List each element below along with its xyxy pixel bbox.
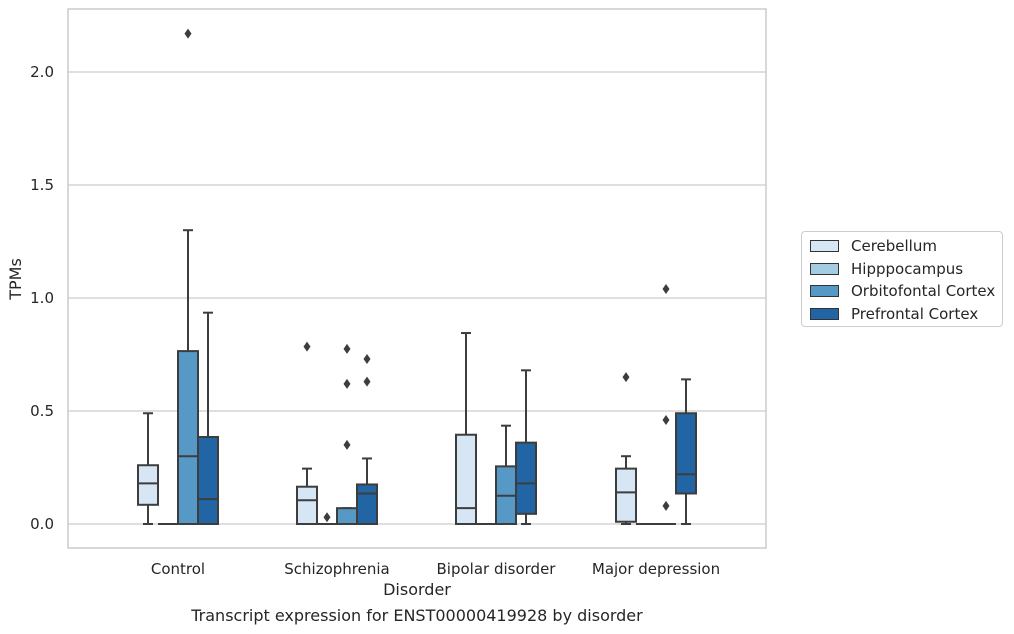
- y-tick-label: 1.0: [30, 289, 54, 307]
- outlier-point: [303, 341, 311, 352]
- outlier-point: [662, 283, 670, 294]
- box: [137, 464, 159, 506]
- box: [336, 507, 358, 525]
- legend-swatch: [810, 307, 839, 320]
- legend-swatch: [810, 240, 839, 253]
- outlier-point: [363, 354, 371, 365]
- legend-item: Cerebellum: [810, 235, 1002, 258]
- outlier-point: [662, 500, 670, 511]
- y-tick-label: 2.0: [30, 63, 54, 81]
- x-tick-label: Major depression: [592, 560, 720, 578]
- x-axis-label: Disorder: [383, 580, 451, 599]
- outlier-point: [662, 415, 670, 426]
- legend-label: Prefrontal Cortex: [851, 304, 979, 323]
- box: [296, 485, 318, 525]
- y-axis-label: TPMs: [6, 258, 25, 301]
- x-tick-label: Bipolar disorder: [437, 560, 557, 578]
- outlier-point: [622, 372, 630, 383]
- box: [455, 433, 477, 526]
- box: [197, 435, 219, 525]
- x-tick-label: Schizophrenia: [284, 560, 389, 578]
- y-tick-label: 1.5: [30, 176, 54, 194]
- outlier-point: [343, 343, 351, 354]
- legend-swatch: [810, 262, 839, 275]
- legend-item: Orbitofontal Cortex: [810, 280, 1002, 303]
- legend-item: Prefrontal Cortex: [810, 303, 1002, 326]
- legend-label: Hipppocampus: [851, 259, 964, 278]
- legend-swatch: [810, 285, 839, 298]
- outlier-point: [343, 378, 351, 389]
- outlier-point: [343, 439, 351, 450]
- box: [515, 441, 537, 515]
- chart-legend: Cerebellum Hipppocampus Orbitofontal Corte…: [801, 231, 1003, 327]
- box: [356, 483, 378, 526]
- outlier-point: [323, 512, 331, 523]
- legend-label: Orbitofontal Cortex: [851, 282, 996, 301]
- legend-item: Hipppocampus: [810, 258, 1002, 281]
- plot-area-frame: [67, 8, 767, 549]
- box: [177, 350, 199, 525]
- legend-label: Cerebellum: [851, 237, 937, 256]
- figure-caption: Transcript expression for ENST0000041992…: [191, 606, 643, 625]
- y-tick-label: 0.0: [30, 515, 54, 533]
- box: [675, 412, 697, 495]
- outlier-point: [363, 376, 371, 387]
- y-tick-label: 0.5: [30, 402, 54, 420]
- x-tick-label: Control: [151, 560, 205, 578]
- box: [615, 467, 637, 523]
- outlier-point: [184, 28, 192, 39]
